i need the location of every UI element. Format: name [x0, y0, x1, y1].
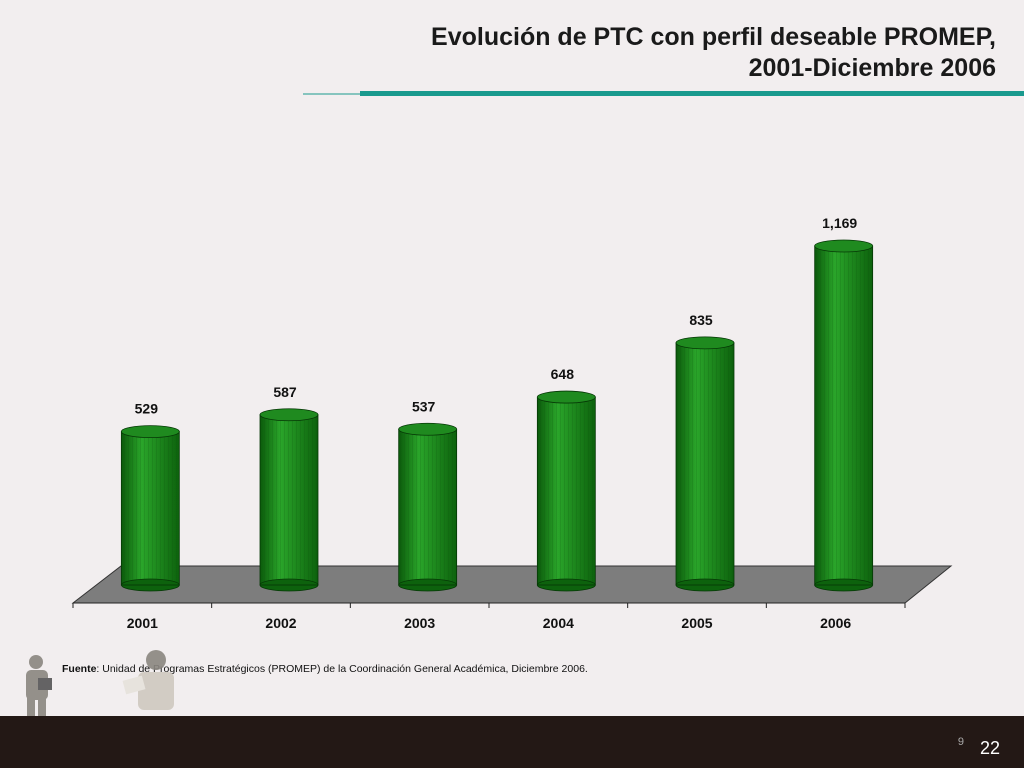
slide-title-line-1: Evolución de PTC con perfil deseable PRO… — [431, 23, 996, 51]
value-label-2002: 587 — [273, 384, 297, 400]
slide-title-line-2: 2001-Diciembre 2006 — [748, 54, 996, 82]
value-label-2004: 648 — [551, 366, 575, 382]
category-label-2004: 2004 — [543, 615, 574, 631]
value-label-2006: 1,169 — [822, 215, 857, 231]
bar-2006 — [814, 239, 874, 592]
bars — [120, 239, 874, 592]
page-number-small: 9 — [957, 736, 964, 748]
footer-bar: 9 22 — [0, 716, 1024, 768]
bar-2002 — [259, 408, 319, 592]
slide-title: Evolución de PTC con perfil deseable PRO… — [296, 22, 996, 84]
x-axis-ticks — [72, 603, 906, 608]
category-label-2001: 2001 — [127, 615, 158, 631]
category-label-2005: 2005 — [681, 615, 712, 631]
title-underline-thick — [360, 91, 1024, 96]
category-label-2003: 2003 — [404, 615, 435, 631]
value-label-2005: 835 — [689, 312, 713, 328]
category-label-2002: 2002 — [265, 615, 296, 631]
bar-2003 — [398, 422, 458, 592]
value-labels: 529 587 537 648 835 1,169 — [135, 215, 858, 417]
source-label: Fuente — [62, 663, 97, 675]
source-note: Fuente: Unidad de Programas Estratégicos… — [62, 663, 588, 675]
value-label-2003: 537 — [412, 398, 436, 414]
bar-2004 — [536, 390, 596, 592]
source-text: : Unidad de Programas Estratégicos (PROM… — [96, 663, 588, 675]
value-label-2001: 529 — [135, 401, 159, 417]
title-underline — [303, 91, 1024, 96]
people-illustration — [26, 650, 174, 718]
bar-2001 — [120, 425, 180, 592]
category-label-2006: 2006 — [820, 615, 851, 631]
category-labels: 2001 2002 2003 2004 2005 2006 — [127, 615, 852, 631]
page-number: 22 — [979, 738, 1000, 758]
bar-2005 — [675, 336, 735, 592]
